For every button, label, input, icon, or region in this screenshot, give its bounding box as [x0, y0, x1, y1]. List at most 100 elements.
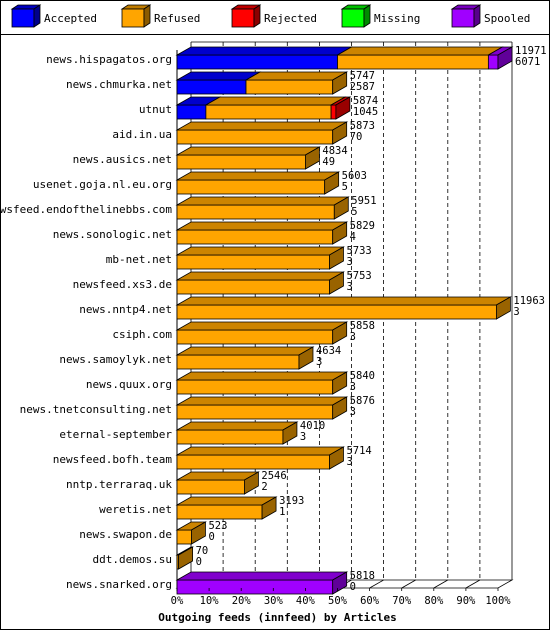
bar-refused [175, 421, 299, 445]
bar-row [175, 71, 349, 95]
bar-refused [175, 271, 345, 295]
tick-label: 100% [485, 595, 511, 607]
chart-legend: Accepted Refused Rejected Missing Spooled [10, 4, 530, 28]
bar-side [332, 221, 348, 245]
bar-face [176, 304, 497, 320]
bar-side [497, 46, 513, 70]
category-label: weretis.net [99, 503, 172, 516]
bar-side [244, 471, 259, 495]
value-label-secondary: 2587 [350, 81, 375, 93]
legend-label: Missing [374, 12, 420, 25]
value-label-secondary: 0 [350, 581, 356, 593]
value-label-secondary: 1045 [353, 106, 378, 118]
value-label-secondary: 2 [261, 481, 267, 493]
tick-label: 90% [456, 595, 476, 607]
bar-side [332, 371, 348, 395]
bar-row [175, 96, 352, 120]
bar-refused [175, 146, 321, 170]
category-label: ddt.demos.su [93, 553, 172, 566]
bar-side [332, 121, 348, 145]
value-labels: 1197160715747258758741045587370483449560… [196, 45, 547, 593]
legend-item-rejected: Rejected [230, 4, 317, 28]
bar-refused [244, 71, 349, 95]
bar-row [175, 271, 345, 295]
bar-top [175, 496, 278, 506]
bar-side [191, 521, 206, 545]
bar-refused [175, 246, 345, 270]
bar-side [495, 296, 511, 320]
bar-side [332, 71, 348, 95]
floor-gridline-60 [369, 579, 384, 589]
bar-refused [175, 471, 260, 495]
value-label-secondary: 70 [350, 131, 363, 143]
category-label: news.quux.org [86, 378, 172, 391]
bar-refused [175, 296, 512, 320]
tick-label: 60% [360, 595, 380, 607]
legend-swatch-side [473, 4, 481, 28]
bar-accepted [175, 96, 222, 120]
bar-face [487, 54, 499, 70]
bar-row [175, 296, 512, 320]
category-labels: news.hispagatos.org news.chmurka.net utnut… [0, 53, 172, 591]
bar-top [335, 46, 504, 56]
value-label-total: 5753 [346, 270, 371, 282]
value-label-total: 4010 [300, 420, 325, 432]
value-label-secondary: 0 [196, 556, 202, 568]
value-label-total: 5714 [346, 445, 371, 457]
value-label-secondary: 3 [350, 406, 356, 418]
bar-row [175, 321, 349, 345]
bar-refused [175, 196, 350, 220]
bar-face [176, 179, 326, 195]
value-label-secondary: 1 [279, 506, 285, 518]
bar-row [175, 446, 345, 470]
x-axis-ticks: 0% 10% 20% 30% 40% 50% 60% 70% 80% 90% 100% [171, 588, 511, 607]
value-label-total: 5840 [350, 370, 375, 382]
bar-refused [175, 321, 349, 345]
bar-side [298, 346, 314, 370]
bar-top [244, 71, 349, 81]
bar-face [176, 54, 338, 70]
bar-side [329, 446, 344, 470]
tick-label: 80% [424, 595, 444, 607]
category-label: eternal-september [59, 428, 172, 441]
value-label-secondary: 5 [342, 181, 348, 193]
bar-top [175, 296, 512, 306]
category-label: news.chmurka.net [66, 78, 172, 91]
value-label-total: 5747 [350, 70, 375, 82]
value-label-secondary: 3 [316, 356, 322, 368]
bar-top [175, 171, 341, 181]
category-label: news.samoylyk.net [59, 353, 172, 366]
bar-row [175, 346, 315, 370]
value-label-secondary: 0 [208, 531, 214, 543]
bar-row [175, 46, 514, 70]
bar-face [330, 104, 337, 120]
value-label-total: 4834 [322, 145, 347, 157]
bar-refused [175, 371, 349, 395]
value-label-total: 11971 [515, 45, 547, 57]
bar-face [176, 254, 330, 270]
bar-face [176, 379, 334, 395]
tick-label: 30% [264, 595, 284, 607]
value-label-secondary: 49 [322, 156, 335, 168]
legend-swatch-side [363, 4, 371, 28]
bar-top [175, 321, 349, 331]
legend-swatch-side [253, 4, 261, 28]
bar-side [332, 571, 348, 595]
bar-refused [175, 446, 345, 470]
value-label-total: 5873 [350, 120, 375, 132]
category-label: utnut [139, 103, 172, 116]
value-label-secondary: 3 [350, 331, 356, 343]
bar-side [332, 396, 348, 420]
bar-face [176, 204, 335, 220]
floor-gridline-80 [433, 579, 448, 589]
value-label-total: 11963 [513, 295, 545, 307]
bar-side [261, 496, 277, 520]
bar-row [175, 421, 299, 445]
floor-gridline-70 [401, 579, 416, 589]
bar-side [335, 96, 351, 120]
bar-side [329, 246, 344, 270]
bar-refused [175, 121, 349, 145]
bar-side [324, 171, 340, 195]
x-axis-title: Outgoing feeds (innfeed) by Articles [158, 611, 396, 624]
legend-swatch [11, 8, 35, 28]
